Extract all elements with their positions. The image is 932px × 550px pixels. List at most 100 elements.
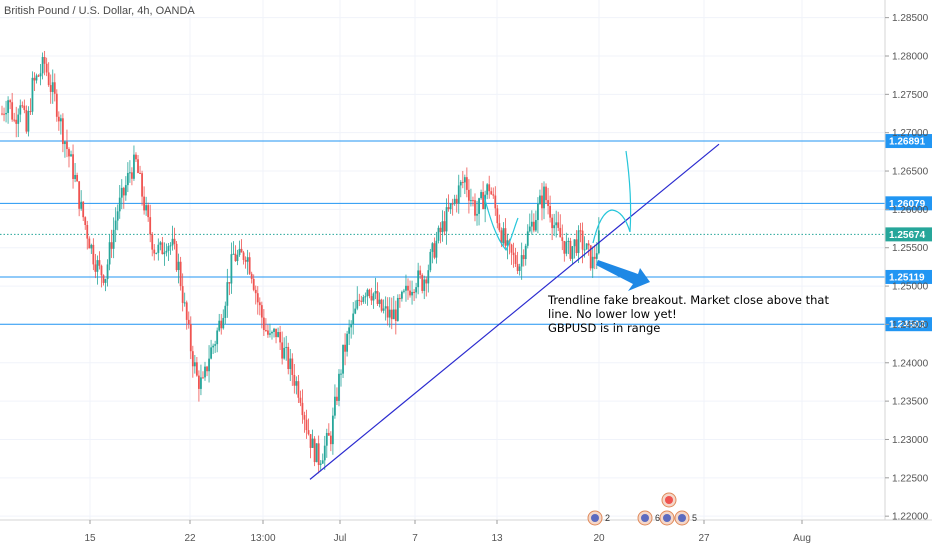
candle [443, 211, 446, 236]
y-tick-label: 1.22000 [892, 512, 929, 523]
y-tick-label: 1.25000 [892, 282, 929, 293]
x-tick-label: 20 [593, 533, 605, 544]
candle [68, 147, 70, 168]
candle [398, 294, 401, 308]
candle [120, 179, 123, 210]
candle [3, 107, 5, 122]
chart-title: British Pound / U.S. Dollar, 4h, OANDA [4, 5, 195, 17]
annotation-text[interactable]: Trendline fake breakout. Market close ab… [547, 293, 829, 335]
horizontal-levels[interactable]: 1.26891 1.26079 1.25119 1.24503 1.25674 [0, 134, 932, 332]
trendline[interactable] [309, 143, 720, 480]
candle [124, 176, 127, 201]
candle [173, 227, 176, 250]
candle [555, 210, 558, 238]
candle [417, 262, 420, 295]
candle [35, 73, 38, 84]
candle [396, 294, 399, 322]
candle [413, 289, 415, 301]
candle [191, 345, 194, 378]
candle [315, 443, 318, 463]
candle [334, 384, 336, 419]
candle [476, 200, 478, 226]
level-price-label: 1.26891 [889, 137, 926, 148]
candle [88, 236, 91, 249]
candle [492, 187, 495, 199]
candle [557, 211, 560, 232]
candle [167, 242, 170, 262]
candle [114, 207, 117, 243]
candle [573, 239, 576, 259]
candle [92, 238, 95, 271]
level-price-label: 1.25119 [889, 272, 925, 283]
event-marker[interactable]: 5 [674, 510, 697, 526]
candle [313, 436, 316, 467]
candle [289, 349, 292, 381]
candle [242, 250, 245, 265]
candle [423, 275, 426, 300]
candle [441, 210, 444, 242]
time-axis[interactable]: 15 22 13:00 Jul 7 13 20 27 Aug [84, 520, 811, 544]
candle [214, 340, 217, 353]
candle [585, 243, 588, 250]
candle [439, 222, 442, 244]
current-price-tag [885, 227, 932, 242]
candle [366, 288, 369, 306]
candle [57, 111, 60, 131]
candle [269, 323, 271, 338]
event-marker[interactable]: 2 [587, 510, 610, 526]
level-price-tag [885, 317, 932, 332]
y-tick-label: 1.24500 [892, 320, 929, 331]
candle [498, 214, 501, 233]
candle [571, 246, 574, 264]
price-axis[interactable]: 1.28500 1.28000 1.27500 1.27000 1.26500 1.260… [885, 13, 929, 523]
candle [425, 276, 428, 297]
candle [577, 225, 580, 263]
candle [198, 370, 200, 402]
candle [449, 203, 452, 214]
candle [360, 295, 363, 306]
candle [64, 140, 66, 158]
candle [419, 265, 422, 279]
candle [461, 170, 464, 189]
candle [133, 145, 135, 181]
candle [348, 319, 351, 346]
x-tick-label: 13:00 [250, 533, 275, 544]
candle [403, 288, 405, 294]
projection-sketch [483, 150, 632, 252]
candle [486, 182, 489, 200]
candle [210, 339, 212, 360]
candle [569, 237, 572, 261]
economic-events[interactable]: 2635 [587, 492, 697, 526]
candle [457, 174, 460, 214]
candle [532, 213, 535, 233]
candle [139, 165, 141, 174]
candle [478, 197, 480, 226]
candle [474, 193, 476, 222]
candle [181, 273, 184, 312]
candle [222, 309, 225, 330]
candle [465, 167, 468, 198]
candle [206, 365, 208, 377]
event-marker[interactable]: 6 [637, 510, 660, 526]
candle [524, 243, 527, 266]
candle [336, 387, 338, 406]
candle [303, 411, 306, 433]
candle [204, 361, 206, 381]
candle [161, 236, 164, 255]
candle [45, 57, 48, 77]
candle [518, 263, 521, 276]
candle [350, 320, 353, 339]
candle [226, 268, 229, 318]
candle [401, 290, 403, 302]
trendline-layer[interactable] [309, 143, 720, 480]
candle [147, 202, 150, 222]
candle [305, 409, 308, 439]
candle [262, 309, 265, 337]
candle [319, 460, 322, 472]
event-marker-stacked[interactable] [661, 492, 677, 508]
candle [195, 356, 198, 377]
candle [17, 108, 20, 138]
candle [256, 286, 259, 315]
candle [539, 189, 541, 205]
